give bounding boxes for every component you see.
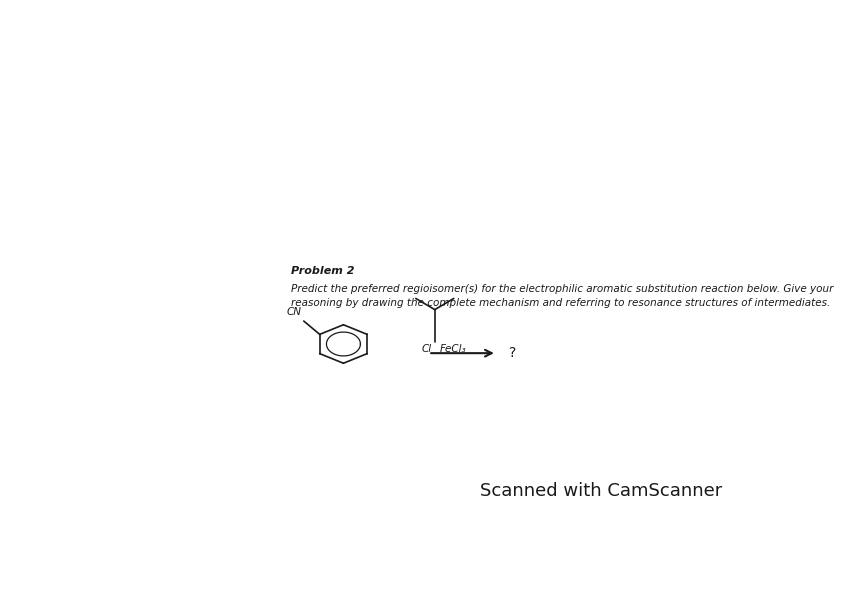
Text: Problem 2: Problem 2	[291, 266, 354, 276]
Text: CN: CN	[286, 308, 301, 317]
Text: Cl: Cl	[421, 344, 432, 354]
Text: Scanned with CamScanner: Scanned with CamScanner	[480, 482, 722, 500]
Text: FeCl₃: FeCl₃	[440, 344, 466, 354]
Text: ?: ?	[509, 346, 516, 360]
Text: reasoning by drawing the complete mechanism and referring to resonance structure: reasoning by drawing the complete mechan…	[291, 298, 830, 308]
Text: Predict the preferred regioisomer(s) for the electrophilic aromatic substitution: Predict the preferred regioisomer(s) for…	[291, 284, 834, 295]
